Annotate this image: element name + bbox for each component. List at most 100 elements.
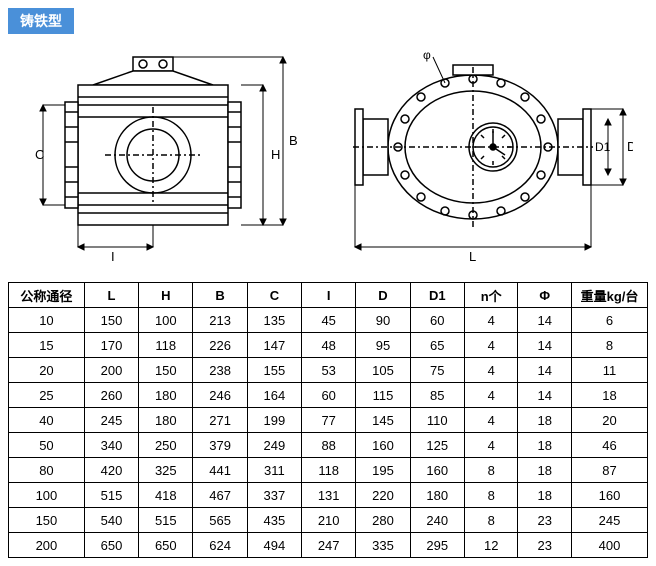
table-cell: 14	[518, 308, 572, 333]
table-cell: 4	[464, 408, 518, 433]
table-cell: 325	[139, 458, 193, 483]
table-cell: 18	[572, 383, 648, 408]
table-cell: 25	[9, 383, 85, 408]
table-cell: 50	[9, 433, 85, 458]
col-header: B	[193, 283, 247, 308]
table-cell: 8	[464, 508, 518, 533]
col-header: C	[247, 283, 301, 308]
drawing-side-view: L D D1 φ	[333, 47, 633, 267]
table-cell: 200	[9, 533, 85, 558]
table-cell: 150	[84, 308, 138, 333]
table-row: 101501002131354590604146	[9, 308, 648, 333]
col-header: I	[302, 283, 356, 308]
table-cell: 95	[356, 333, 410, 358]
table-cell: 10	[9, 308, 85, 333]
dim-label-d: D	[627, 139, 633, 154]
table-cell: 14	[518, 383, 572, 408]
table-header-row: 公称通径 L H B C I D D1 n个 Φ 重量kg/台	[9, 283, 648, 308]
table-row: 20200150238155531057541411	[9, 358, 648, 383]
table-cell: 379	[193, 433, 247, 458]
table-row: 503402503792498816012541846	[9, 433, 648, 458]
table-row: 2006506506244942473352951223400	[9, 533, 648, 558]
table-cell: 23	[518, 508, 572, 533]
col-header: Φ	[518, 283, 572, 308]
technical-drawings: C I H B	[8, 42, 648, 272]
table-cell: 18	[518, 433, 572, 458]
table-row: 100515418467337131220180818160	[9, 483, 648, 508]
table-cell: 4	[464, 383, 518, 408]
table-cell: 80	[9, 458, 85, 483]
table-cell: 515	[84, 483, 138, 508]
table-cell: 650	[84, 533, 138, 558]
table-cell: 295	[410, 533, 464, 558]
drawing-front-view: C I H B	[23, 47, 303, 267]
table-cell: 20	[9, 358, 85, 383]
table-cell: 213	[193, 308, 247, 333]
dimensions-table: 公称通径 L H B C I D D1 n个 Φ 重量kg/台 10150100…	[8, 282, 648, 558]
table-cell: 118	[139, 333, 193, 358]
table-cell: 420	[84, 458, 138, 483]
table-cell: 247	[302, 533, 356, 558]
col-header: H	[139, 283, 193, 308]
table-row: 402451802711997714511041820	[9, 408, 648, 433]
table-cell: 18	[518, 483, 572, 508]
table-cell: 150	[9, 508, 85, 533]
table-cell: 14	[518, 358, 572, 383]
table-cell: 18	[518, 458, 572, 483]
col-header: 公称通径	[9, 283, 85, 308]
table-cell: 199	[247, 408, 301, 433]
table-cell: 418	[139, 483, 193, 508]
table-cell: 650	[139, 533, 193, 558]
table-cell: 624	[193, 533, 247, 558]
table-cell: 87	[572, 458, 648, 483]
table-row: 8042032544131111819516081887	[9, 458, 648, 483]
table-cell: 115	[356, 383, 410, 408]
col-header: D	[356, 283, 410, 308]
table-cell: 45	[302, 308, 356, 333]
table-cell: 240	[410, 508, 464, 533]
table-cell: 250	[139, 433, 193, 458]
table-cell: 238	[193, 358, 247, 383]
table-cell: 23	[518, 533, 572, 558]
table-cell: 8	[572, 333, 648, 358]
table-cell: 110	[410, 408, 464, 433]
dim-label-i: I	[111, 249, 115, 264]
table-cell: 40	[9, 408, 85, 433]
table-cell: 147	[247, 333, 301, 358]
table-cell: 245	[84, 408, 138, 433]
table-cell: 226	[193, 333, 247, 358]
table-cell: 260	[84, 383, 138, 408]
table-cell: 164	[247, 383, 301, 408]
table-cell: 46	[572, 433, 648, 458]
col-header: L	[84, 283, 138, 308]
table-cell: 118	[302, 458, 356, 483]
title-badge: 铸铁型	[8, 8, 74, 34]
table-cell: 467	[193, 483, 247, 508]
table-cell: 105	[356, 358, 410, 383]
table-cell: 170	[84, 333, 138, 358]
table-cell: 280	[356, 508, 410, 533]
table-cell: 88	[302, 433, 356, 458]
table-cell: 145	[356, 408, 410, 433]
table-cell: 77	[302, 408, 356, 433]
table-cell: 400	[572, 533, 648, 558]
table-cell: 195	[356, 458, 410, 483]
table-cell: 180	[410, 483, 464, 508]
col-header: n个	[464, 283, 518, 308]
table-cell: 311	[247, 458, 301, 483]
table-cell: 4	[464, 333, 518, 358]
table-cell: 12	[464, 533, 518, 558]
table-row: 150540515565435210280240823245	[9, 508, 648, 533]
table-cell: 155	[247, 358, 301, 383]
table-cell: 249	[247, 433, 301, 458]
col-header: 重量kg/台	[572, 283, 648, 308]
table-cell: 160	[356, 433, 410, 458]
table-cell: 441	[193, 458, 247, 483]
dim-label-c: C	[35, 147, 44, 162]
table-cell: 20	[572, 408, 648, 433]
table-cell: 100	[139, 308, 193, 333]
table-cell: 540	[84, 508, 138, 533]
table-cell: 6	[572, 308, 648, 333]
table-cell: 60	[302, 383, 356, 408]
table-cell: 245	[572, 508, 648, 533]
